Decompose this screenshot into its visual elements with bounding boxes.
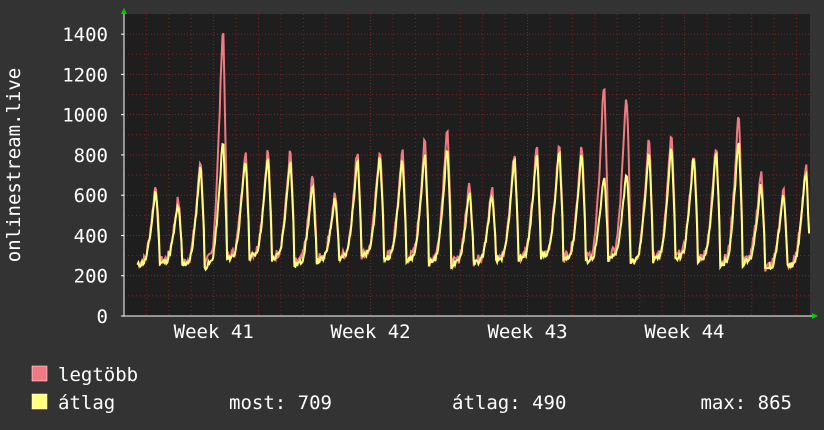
- y-ticks: 0 200 400 600 800 1000 1200 1400: [62, 24, 124, 328]
- stat-max: max: 865: [700, 392, 792, 414]
- legend: legtöbb átlag most: 709 átlag: 490 max: …: [31, 364, 792, 414]
- y-tick-label: 200: [74, 266, 108, 288]
- y-tick-label: 800: [74, 145, 108, 167]
- y-tick-label: 1000: [62, 105, 108, 127]
- stat-now: most: 709: [229, 392, 332, 414]
- y-tick-label: 0: [97, 306, 108, 328]
- stat-avg: átlag: 490: [452, 392, 566, 414]
- series-line-avg: [136, 142, 811, 272]
- legend-swatch-max: [31, 365, 48, 382]
- x-axis-arrow-icon: [812, 313, 818, 319]
- legend-label-max: legtöbb: [58, 364, 138, 386]
- axes: [121, 8, 818, 319]
- x-tick-label: Week 44: [644, 321, 724, 343]
- series-layer: [136, 32, 811, 272]
- legend-swatch-avg: [31, 393, 48, 410]
- y-axis-label: onlinestream.live: [3, 68, 25, 262]
- x-ticks: Week 41 Week 42 Week 43 Week 44: [174, 321, 725, 343]
- x-tick-label: Week 42: [331, 321, 411, 343]
- y-tick-label: 400: [74, 225, 108, 247]
- x-tick-label: Week 41: [174, 321, 254, 343]
- grid: [124, 14, 810, 316]
- y-tick-label: 1400: [62, 24, 108, 46]
- y-tick-label: 600: [74, 185, 108, 207]
- legend-label-avg: átlag: [58, 392, 115, 414]
- y-axis-arrow-icon: [121, 8, 127, 14]
- x-tick-label: Week 43: [487, 321, 567, 343]
- y-tick-label: 1200: [62, 64, 108, 86]
